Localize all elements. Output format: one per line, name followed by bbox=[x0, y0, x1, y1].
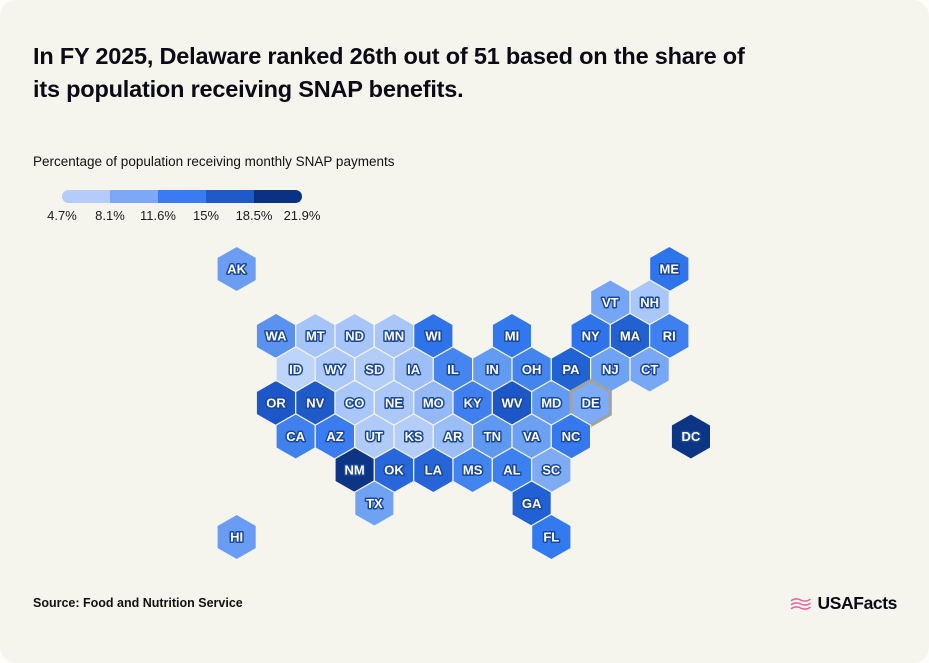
state-hex-shape-fl[interactable] bbox=[530, 513, 572, 561]
legend-label: 15% bbox=[192, 208, 220, 223]
chart-subtitle: Percentage of population receiving month… bbox=[33, 154, 395, 169]
usafacts-flag-icon bbox=[790, 597, 811, 610]
state-hex-shape-ct[interactable] bbox=[629, 346, 670, 393]
usafacts-logo-text: USAFacts bbox=[817, 593, 898, 613]
source-text: Source: Food and Nutrition Service bbox=[33, 596, 243, 610]
legend-segment-2 bbox=[110, 190, 158, 203]
state-hex-hi[interactable]: HI bbox=[216, 513, 257, 561]
state-hex-shape-dc[interactable] bbox=[670, 413, 712, 460]
legend-label: 21.9% bbox=[283, 208, 321, 223]
legend-segment-1 bbox=[62, 190, 110, 203]
usafacts-logo: USAFacts bbox=[789, 593, 897, 614]
legend-color-bar bbox=[62, 190, 302, 203]
state-hex-shape-tx[interactable] bbox=[354, 480, 395, 527]
legend-segment-5 bbox=[254, 190, 302, 203]
legend-label: 8.1% bbox=[95, 208, 125, 223]
state-hex-shape-ak[interactable] bbox=[216, 245, 257, 293]
legend-segment-4 bbox=[206, 190, 254, 203]
chart-title: In FY 2025, Delaware ranked 26th out of … bbox=[33, 43, 745, 103]
state-hex-shape-hi[interactable] bbox=[216, 513, 257, 561]
legend-segment-3 bbox=[158, 190, 206, 203]
legend-label: 18.5% bbox=[235, 208, 273, 223]
state-hex-ak[interactable]: AK bbox=[216, 245, 257, 293]
legend-label: 11.6% bbox=[140, 208, 176, 223]
legend-label: 4.7% bbox=[47, 208, 77, 223]
state-hex-dc[interactable]: DC bbox=[670, 413, 712, 460]
